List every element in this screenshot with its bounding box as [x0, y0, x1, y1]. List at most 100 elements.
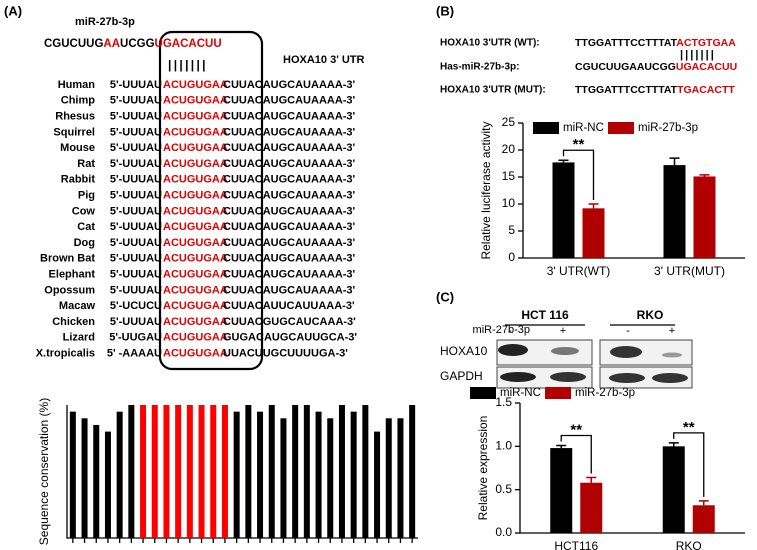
- y-tick-label: 15: [502, 169, 516, 183]
- bar: [128, 405, 135, 538]
- legend-swatch: [545, 387, 571, 399]
- seq-prefix: 5'-UUUAU: [110, 284, 162, 296]
- bar: [292, 405, 299, 538]
- seq-prefix: 5'-UUUAU: [110, 174, 162, 186]
- y-tick-label: 0: [508, 250, 515, 264]
- bar: [582, 208, 605, 258]
- species: Cow: [72, 205, 96, 217]
- seq-suffix: CUUACAUGCAUAAAA-3': [223, 221, 356, 233]
- seq-suffix: UUACUUGCUUUUGA-3': [223, 348, 348, 360]
- site: ACTGTGAA: [676, 37, 736, 49]
- seq-suffix: CUUACAUGCAUAAAA-3': [223, 284, 356, 296]
- seq-suffix: CUUACGUGCAUCAAA-3': [223, 316, 356, 328]
- bar: [315, 411, 322, 538]
- y-axis-label: Sequence conservation (%): [37, 398, 51, 545]
- bar: [397, 418, 404, 538]
- significance-label: **: [570, 421, 582, 438]
- sequence-label: HOXA10 3'UTR (MUT):: [440, 85, 546, 96]
- seq-suffix: CUUACAUGCAUAAAA-3': [223, 158, 356, 170]
- sequence-part: CGUCUUG: [44, 38, 103, 50]
- x-tick-label: 3' UTR(MUT): [654, 264, 725, 278]
- seq-suffix: CUUACAUGCAUAAAA-3': [223, 174, 356, 186]
- site: TGACACTT: [677, 84, 735, 96]
- bar: [151, 405, 158, 538]
- bar: [409, 405, 416, 538]
- species: Human: [58, 79, 96, 91]
- seq-suffix: CUUACAUGCAUAAAA-3': [223, 79, 356, 91]
- species: Macaw: [59, 300, 96, 312]
- seed: ACUGUGAA: [163, 79, 228, 91]
- seq-prefix: 5'-UUUAU: [110, 253, 162, 265]
- bar: [69, 411, 76, 538]
- species: Pig: [78, 190, 95, 202]
- bar: [163, 405, 170, 538]
- western-blot: [496, 339, 693, 389]
- legend-label: miR-27b-3p: [638, 122, 698, 134]
- legend-label: miR-NC: [500, 387, 541, 399]
- mirna-name: miR-27b-3p: [75, 16, 135, 28]
- error-bar: [556, 444, 567, 449]
- sequence-part: CGUCUUGAAUCGG: [575, 61, 676, 73]
- bar: [104, 431, 111, 538]
- y-tick-label: 1.5: [495, 395, 512, 409]
- legend-swatch: [608, 122, 634, 134]
- protein-label: HOXA10: [440, 344, 488, 358]
- seq-prefix: 5'-UUUAU: [110, 95, 162, 107]
- legend-label: miR-NC: [563, 122, 604, 134]
- bar: [374, 431, 381, 538]
- seq-prefix: 5'-UUUAU: [110, 79, 162, 91]
- species: X.tropicalis: [36, 348, 95, 360]
- y-tick-label: 10: [502, 196, 516, 210]
- bar: [693, 176, 716, 258]
- significance-bracket: [560, 434, 592, 474]
- axis: [66, 405, 418, 539]
- species: Dog: [74, 237, 95, 249]
- mirna-sequence: CGUCUUGAAUCGGUGACACUU: [44, 38, 222, 50]
- error-bar: [669, 157, 680, 166]
- species: Rhesus: [55, 111, 95, 123]
- seq-prefix: 5'-UUUAU: [110, 221, 162, 233]
- protein-label: GAPDH: [440, 369, 483, 383]
- treatment: miR-27b-3p: [473, 324, 530, 336]
- x-tick-label: 3' UTR(WT): [547, 264, 611, 278]
- bar: [186, 405, 193, 538]
- seq-suffix: CUUACAUGCAUAAAA-3': [223, 237, 356, 249]
- seq-prefix: 5'-UUUAU: [110, 205, 162, 217]
- seq-prefix: 5'-UUUAU: [110, 158, 162, 170]
- group-label: HCT 116: [521, 308, 569, 322]
- significance-label: **: [573, 136, 585, 153]
- seed: ACUGUGAA: [163, 221, 228, 233]
- y-tick-label: 0.5: [495, 482, 512, 496]
- seq-prefix: 5'-UUUAU: [110, 316, 162, 328]
- bar: [257, 411, 264, 538]
- seed: ACUGUGAA: [163, 348, 228, 360]
- species: Opossum: [44, 284, 95, 296]
- species: Rabbit: [61, 174, 96, 186]
- sequence-part: TTGGATTTCCTTTAT: [575, 37, 678, 49]
- pairing: | | | | | | |: [168, 58, 205, 72]
- seq-suffix: CUUACAUGCAUAAAA-3': [223, 253, 356, 265]
- seq-suffix: CUUACAUGCAUAAAA-3': [223, 95, 356, 107]
- bar: [81, 418, 88, 538]
- bar: [245, 405, 252, 538]
- seed: ACUGUGAA: [163, 95, 228, 107]
- legend-swatch: [470, 387, 496, 399]
- y-axis-label: Relative luciferase activity: [479, 121, 493, 259]
- seed: ACUGUGAA: [163, 332, 228, 344]
- seed: ACUGUGAA: [163, 158, 228, 170]
- species: Chicken: [52, 316, 95, 328]
- sequence: CGUCUUGAAUCGGUGACACUU: [575, 61, 737, 73]
- species: Mouse: [60, 142, 95, 154]
- error-bar: [699, 174, 710, 177]
- sequence-label: Has-miR-27b-3p:: [440, 62, 519, 73]
- panel-label: (C): [436, 289, 454, 304]
- species: Elephant: [49, 269, 96, 281]
- seed: ACUGUGAA: [163, 142, 228, 154]
- error-bar: [588, 203, 599, 209]
- seq-suffix: GUGACAUGCAUUGCA-3': [223, 332, 357, 344]
- bar: [692, 505, 715, 533]
- bar: [210, 405, 217, 538]
- species: Lizard: [63, 332, 95, 344]
- significance-label: **: [683, 419, 695, 436]
